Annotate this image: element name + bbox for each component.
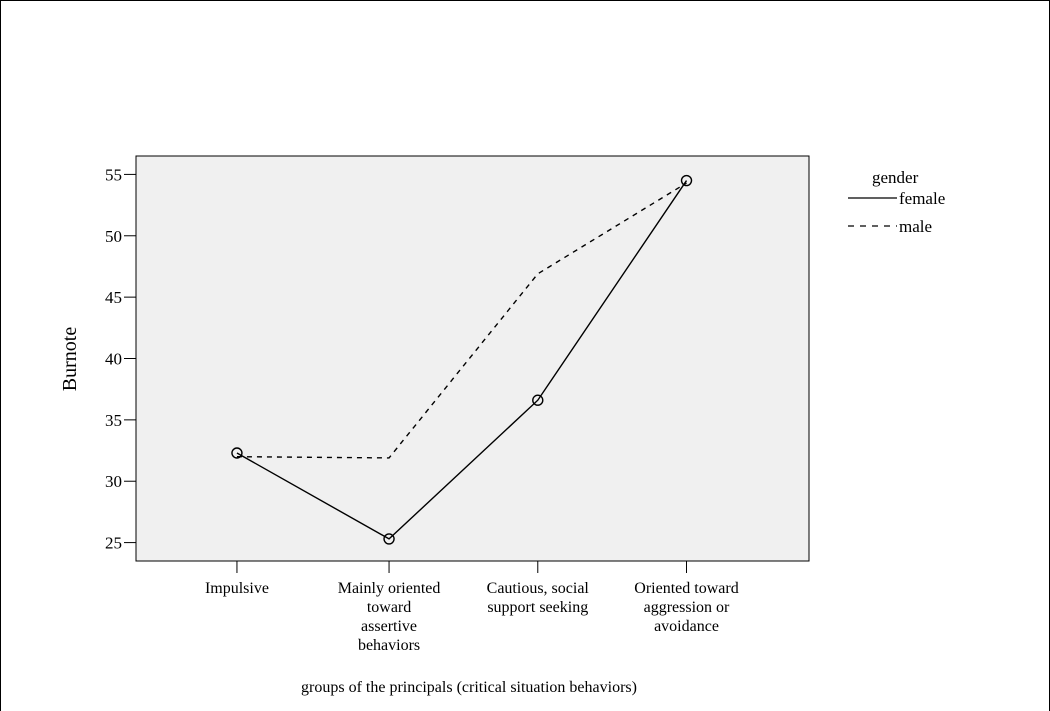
data-point-female [383,533,395,545]
legend-label-male: male [899,217,932,236]
y-tick-label: 50 [105,227,122,246]
x-tick-label: Impulsive [205,580,269,597]
y-tick-label: 30 [105,472,122,491]
x-tick-label: Mainly oriented toward assertive behaviors [338,580,441,654]
plot-area [135,155,810,562]
legend-label-female: female [899,189,945,208]
y-tick-label: 35 [105,411,122,430]
y-tick-label: 25 [105,534,122,553]
series-line-male [236,182,687,459]
series-line-female [236,180,688,540]
series-layer [231,174,693,545]
y-axis: 25 30 35 40 45 50 55 [105,165,136,553]
x-tick-label: Cautious, social support seeking [487,580,590,616]
data-point-female [680,174,693,187]
y-tick-label: 55 [105,165,122,184]
x-tick-label: Oriented toward aggression or avoidance [634,580,738,635]
legend: gender female male [848,168,945,236]
y-tick-label: 40 [105,350,122,369]
x-axis-label: groups of the principals (critical situa… [301,679,637,696]
x-axis: Impulsive Mainly oriented toward assertive b… [205,561,739,654]
legend-title: gender [872,168,919,187]
y-axis-label: Burnote [59,327,81,392]
data-point-female [532,394,544,406]
data-point-female [231,447,243,459]
y-tick-label: 45 [105,288,122,307]
